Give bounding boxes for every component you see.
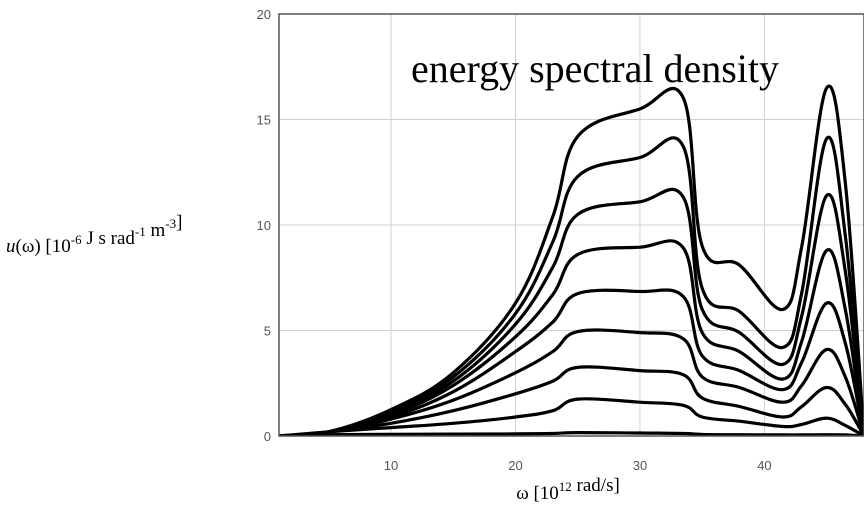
y-tick-labels: 0 5 10 15 20 [257,7,271,444]
y-tick-label: 20 [257,7,271,22]
series-group [279,84,864,436]
y-tick-label: 10 [257,218,271,233]
series-line-3 [279,365,864,436]
x-tick-label: 10 [384,458,398,473]
y-tick-label: 0 [264,429,271,444]
y-axis-label: u(ω) [10-6 J s rad-1 m-3] [6,212,182,257]
series-line-2 [279,397,864,436]
x-tick-label: 20 [508,458,522,473]
x-tick-label: 30 [633,458,647,473]
series-line-9 [279,84,864,436]
x-tick-label: 40 [757,458,771,473]
chart-title: energy spectral density [411,46,779,91]
y-tick-label: 15 [257,113,271,128]
series-line-4 [279,328,864,436]
x-axis-label: ω [1012 rad/s] [516,475,620,504]
series-line-8 [279,135,864,436]
series-line-6 [279,239,864,436]
x-tick-labels: 10 20 30 40 [384,458,772,473]
series-line-5 [279,288,864,436]
plot-frame [278,13,864,437]
series-line-1 [279,430,864,436]
y-tick-label: 5 [264,324,271,339]
series-line-7 [279,187,864,436]
grid [279,14,864,436]
